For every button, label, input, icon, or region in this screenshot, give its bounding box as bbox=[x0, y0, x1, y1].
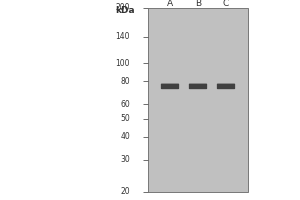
Bar bbox=[148, 8, 248, 192]
Text: 100: 100 bbox=[116, 59, 130, 68]
FancyBboxPatch shape bbox=[217, 84, 235, 89]
Text: 60: 60 bbox=[120, 100, 130, 109]
Text: B: B bbox=[195, 0, 201, 8]
Text: C: C bbox=[223, 0, 229, 8]
Text: 40: 40 bbox=[120, 132, 130, 141]
Text: 50: 50 bbox=[120, 114, 130, 123]
Text: 200: 200 bbox=[116, 3, 130, 12]
Text: 20: 20 bbox=[120, 188, 130, 196]
Text: 140: 140 bbox=[116, 32, 130, 41]
FancyBboxPatch shape bbox=[161, 84, 179, 89]
Text: A: A bbox=[167, 0, 173, 8]
FancyBboxPatch shape bbox=[189, 84, 207, 89]
Text: kDa: kDa bbox=[115, 6, 135, 15]
Text: 30: 30 bbox=[120, 155, 130, 164]
Text: 80: 80 bbox=[120, 77, 130, 86]
